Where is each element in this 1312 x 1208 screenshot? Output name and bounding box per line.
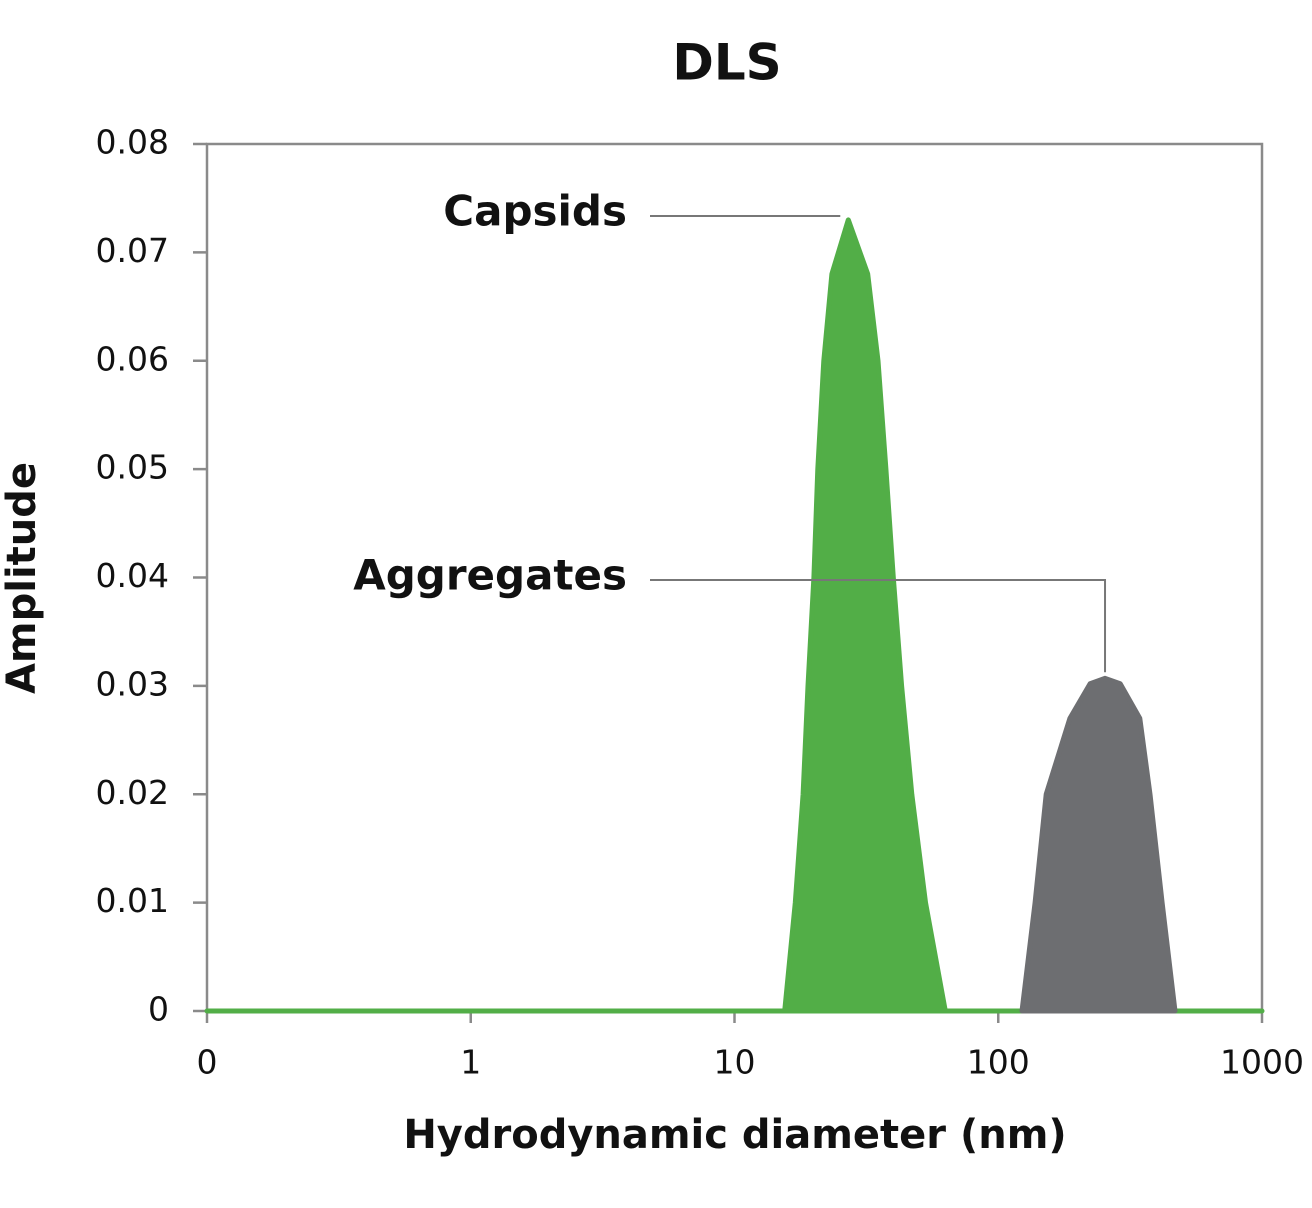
x-tick-label: 100 — [967, 1043, 1030, 1082]
x-tick-label: 1 — [460, 1043, 481, 1082]
y-axis-label: Amplitude — [0, 462, 45, 694]
x-tick-label: 1000 — [1220, 1043, 1304, 1082]
y-tick-label: 0.07 — [96, 231, 169, 270]
y-tick-label: 0 — [148, 990, 169, 1029]
x-tick-label: 0 — [197, 1043, 218, 1082]
y-tick-label: 0.01 — [96, 881, 169, 920]
annotation-label: Aggregates — [353, 551, 627, 600]
y-tick-label: 0.04 — [96, 556, 169, 595]
y-tick-label: 0.02 — [96, 773, 169, 812]
area — [1019, 675, 1178, 1014]
x-tick-label: 10 — [714, 1043, 756, 1082]
x-axis-label: Hydrodynamic diameter (nm) — [403, 1112, 1066, 1158]
chart-title: DLS — [672, 34, 781, 92]
annotation-label: Capsids — [443, 187, 627, 236]
y-tick-label: 0.06 — [96, 339, 169, 378]
leader-line — [650, 579, 1107, 673]
y-tick-label: 0.08 — [96, 123, 169, 162]
y-tick-label: 0.03 — [96, 664, 169, 703]
y-tick-label: 0.05 — [96, 448, 169, 487]
